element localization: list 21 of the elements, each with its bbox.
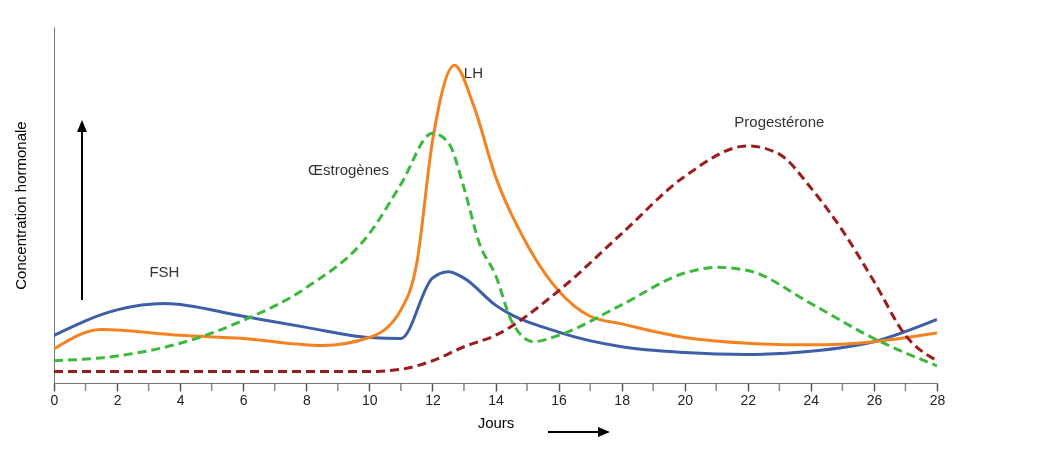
x-tick-label: 16 [551,391,568,408]
x-tick-label: 26 [866,391,883,408]
series-label: Œstrogènes [308,161,389,179]
x-tick-label: 0 [50,391,59,408]
x-tick-label: 4 [176,391,185,408]
x-tick-label: 8 [302,391,311,408]
x-tick-label: 12 [425,391,441,408]
x-tick-label: 22 [740,391,757,408]
x-tick-label: 28 [929,391,946,408]
x-tick-label: 20 [677,391,694,408]
series-label: LH [463,63,484,81]
x-tick-label: 10 [362,391,378,408]
x-tick-label: 2 [113,391,122,408]
x-tick-label: 14 [488,391,504,408]
x-tick-label: 24 [803,391,820,408]
series-label: Progestérone [734,113,825,131]
y-axis-title: Concentration hormonale [11,121,29,290]
x-tick-label: 6 [239,391,248,408]
x-tick-label: 18 [614,391,631,408]
x-axis-title: Jours [477,413,515,431]
series-label: FSH [149,262,180,280]
